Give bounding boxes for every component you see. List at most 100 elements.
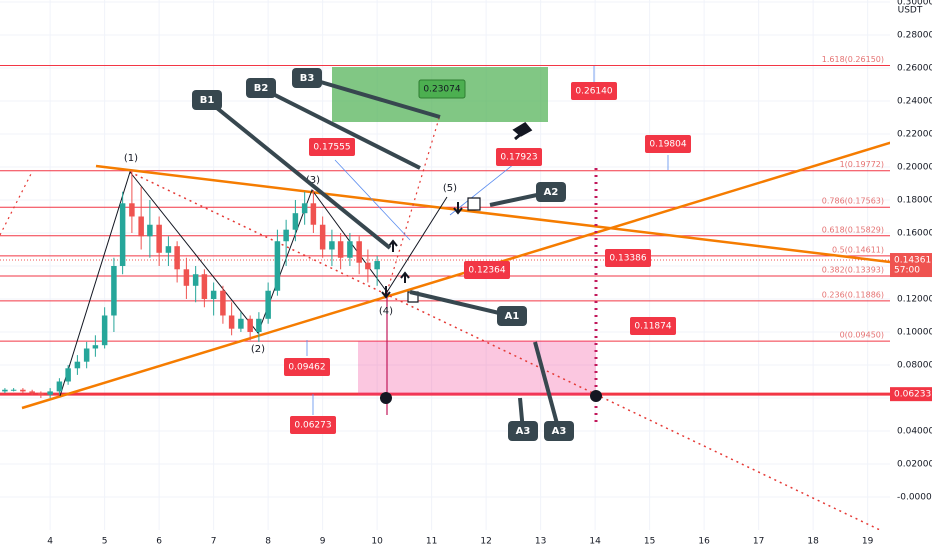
price-note: 0.26140	[575, 87, 612, 97]
x-tick-label: 11	[426, 537, 437, 547]
candle-body	[274, 241, 281, 291]
price-note: 0.13386	[609, 254, 646, 264]
target-note-box	[418, 79, 466, 99]
callout-pointer	[409, 290, 513, 318]
price-note-box	[645, 135, 691, 153]
drawings	[0, 66, 932, 531]
connector	[449, 159, 520, 216]
price-note: 0.17555	[313, 143, 350, 153]
level-label: 0.5(0.14611)	[832, 245, 884, 254]
candle-body	[356, 241, 362, 263]
price-note-box	[290, 416, 336, 434]
candle-body	[56, 381, 63, 392]
candle-body	[201, 274, 208, 299]
callout-label: A3	[516, 426, 531, 437]
wave-path	[59, 170, 448, 397]
connector	[334, 159, 411, 241]
price-note: 0.09462	[288, 363, 325, 373]
candle-body	[111, 265, 117, 316]
level-label: 0.236(0.11886)	[822, 290, 884, 299]
wave-label: (2)	[251, 344, 265, 355]
candle-body	[319, 224, 326, 250]
hammer-icon	[512, 122, 533, 141]
callout-box	[246, 78, 276, 98]
y-tick-label: 0.18000	[897, 195, 932, 205]
y-tick-label: 0.20000	[897, 162, 932, 172]
candle-body	[138, 216, 144, 237]
price-note-box	[630, 317, 676, 335]
candle-body	[301, 203, 308, 214]
level-label: 0.618(0.15829)	[822, 225, 884, 234]
dotted-line	[0, 171, 33, 236]
candle-body	[283, 229, 289, 242]
price-note-box	[605, 249, 651, 267]
candle-body	[119, 203, 126, 266]
candle-body	[365, 262, 371, 270]
price-note: 0.19804	[649, 140, 686, 150]
candle-body	[210, 290, 217, 299]
callout-box	[544, 421, 574, 441]
candle-body	[183, 269, 190, 286]
x-tick-label: 18	[807, 537, 819, 547]
x-tick-label: 19	[862, 537, 874, 547]
wave-label: (3)	[306, 175, 320, 186]
last-price-tag	[890, 253, 932, 278]
candle-body	[47, 391, 53, 395]
support-label: 0.06233	[894, 390, 931, 400]
x-tick-label: 13	[535, 537, 546, 547]
price-note: 0.11874	[634, 322, 671, 332]
candle-body	[165, 246, 172, 253]
candle-body	[74, 361, 81, 369]
callout-pointer	[260, 86, 421, 170]
callout-label: A2	[544, 187, 559, 198]
candle-body	[147, 224, 153, 237]
y-tick-label: 0.08000	[897, 360, 932, 370]
x-tick-label: 16	[698, 537, 710, 547]
callout-label: B2	[254, 83, 269, 94]
candle-body	[256, 318, 262, 332]
level-label: 1(0.19772)	[840, 160, 884, 169]
price-note: 0.06273	[294, 421, 331, 431]
candle-body	[238, 318, 244, 329]
level-label: 0.786(0.17563)	[822, 197, 884, 206]
y-tick-label: 0.22000	[897, 129, 932, 139]
x-tick-label: 12	[480, 537, 491, 547]
y-tick-label: 0.30000	[897, 0, 932, 7]
candle-body	[192, 274, 199, 286]
callout-box	[508, 421, 538, 441]
candle-body	[265, 290, 271, 319]
unit-label: USDT	[898, 6, 923, 16]
wave-label: (1)	[124, 153, 138, 164]
wave-label: (4)	[379, 306, 393, 317]
price-note: 0.17923	[500, 153, 537, 163]
callout-label: A1	[505, 311, 520, 322]
x-tick-label: 15	[644, 537, 655, 547]
candle-body	[174, 246, 180, 270]
target-note: 0.23074	[423, 85, 460, 95]
x-tick-label: 9	[320, 537, 326, 547]
callout-pointer	[533, 341, 561, 432]
callout-label: A3	[552, 426, 567, 437]
callout-box	[292, 68, 322, 88]
callout-box	[536, 182, 566, 202]
price-note-box	[284, 358, 330, 376]
candle-body	[10, 389, 17, 391]
countdown: 57:00	[894, 266, 920, 276]
dotted-line	[129, 171, 881, 531]
buy-zone	[358, 341, 596, 395]
x-tick-label: 5	[102, 537, 108, 547]
x-tick-label: 8	[265, 537, 271, 547]
x-tick-label: 10	[371, 537, 383, 547]
candle-body	[292, 213, 299, 230]
candle-body	[20, 389, 26, 392]
y-tick-label: 0.04000	[897, 426, 932, 436]
candle-body	[92, 345, 99, 349]
price-note-box	[571, 82, 617, 100]
y-tick-label: 0.24000	[897, 96, 932, 106]
y-tick-label: 0.16000	[897, 228, 932, 238]
level-label: 0(0.09450)	[840, 331, 884, 340]
x-tick-label: 17	[753, 537, 764, 547]
x-tick-label: 4	[47, 537, 53, 547]
